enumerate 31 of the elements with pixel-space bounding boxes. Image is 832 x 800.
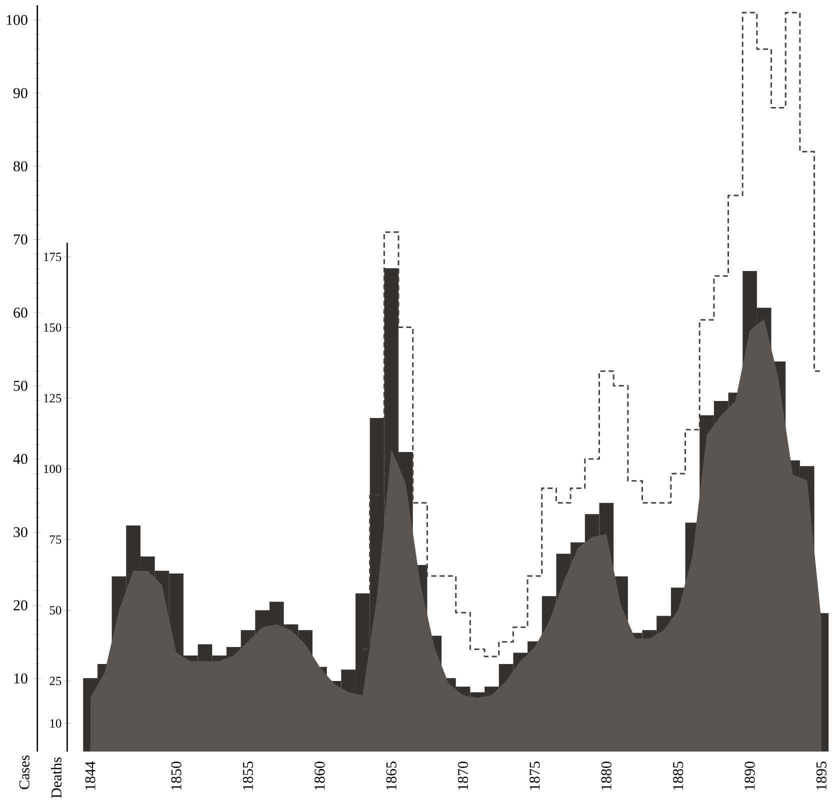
x-tick-label: 1890 [744, 761, 755, 790]
y-tick-label: 10 [14, 673, 28, 684]
y2-tick-label: 175 [44, 252, 62, 261]
x-tick-label: 1850 [171, 761, 182, 790]
y-tick-label: 100 [6, 14, 28, 25]
y2-tick-label: 10 [50, 718, 62, 728]
x-tick-label: 1855 [242, 761, 254, 790]
y2-tick-label: 50 [50, 606, 62, 614]
y2-tick-label: 75 [50, 535, 62, 544]
y2-axis-title: Deaths [51, 757, 62, 798]
y-tick-label: 40 [13, 454, 28, 464]
y2-tick-label: 25 [50, 676, 62, 685]
y-tick-label: 90 [13, 88, 28, 98]
y2-tick-label: 150 [44, 323, 62, 332]
y-axis-title: Cases [19, 755, 30, 789]
y2-tick-label: 100 [44, 464, 62, 473]
y-tick-label: 30 [14, 526, 28, 537]
x-tick-label: 1844 [85, 761, 96, 790]
x-tick-label: 1885 [673, 761, 684, 790]
y-tick-label: 70 [14, 234, 28, 244]
x-tick-label: 1880 [601, 761, 612, 790]
x-tick-label: 1870 [458, 761, 468, 790]
y-tick-label: 80 [14, 160, 28, 172]
x-tick-label: 1860 [314, 761, 325, 790]
y-tick-label: 50 [14, 380, 28, 391]
x-tick-label: 1895 [816, 761, 826, 790]
x-tick-label: 1875 [530, 761, 540, 790]
y-tick-label: 20 [14, 600, 28, 610]
y-tick-label: 60 [14, 307, 28, 318]
y2-tick-label: 125 [44, 394, 62, 402]
x-tick-label: 1865 [386, 761, 396, 790]
